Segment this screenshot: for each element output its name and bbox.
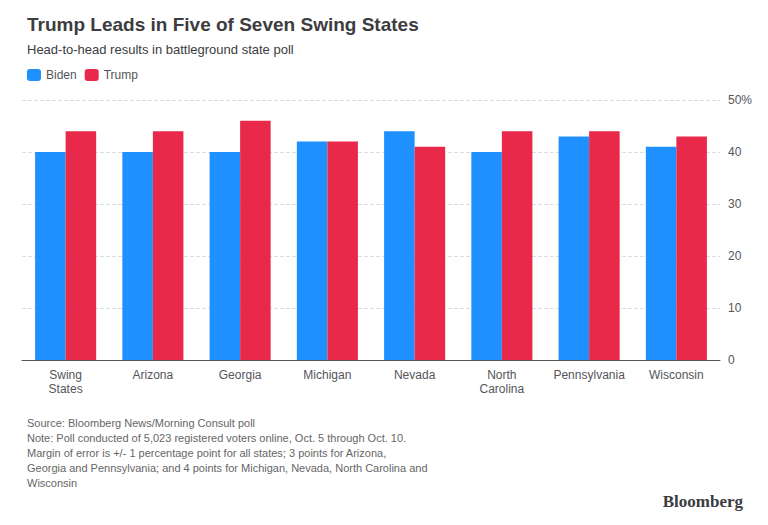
svg-text:Biden: Biden [46, 68, 77, 82]
svg-text:0: 0 [728, 353, 735, 367]
svg-text:Wisconsin: Wisconsin [649, 368, 704, 382]
svg-text:Note: Poll conducted of 5,023: Note: Poll conducted of 5,023 registered… [27, 432, 406, 444]
svg-text:Nevada: Nevada [394, 368, 436, 382]
svg-text:Michigan: Michigan [303, 368, 351, 382]
svg-text:States: States [49, 382, 83, 396]
svg-text:50%: 50% [728, 93, 752, 107]
svg-text:Swing: Swing [49, 368, 82, 382]
svg-text:Margin of error is +/- 1 perce: Margin of error is +/- 1 percentage poin… [27, 447, 386, 459]
svg-text:Head-to-head results in battle: Head-to-head results in battleground sta… [27, 42, 294, 57]
svg-text:20: 20 [728, 249, 742, 263]
svg-text:10: 10 [728, 301, 742, 315]
svg-text:Carolina: Carolina [480, 382, 525, 396]
svg-text:Source: Bloomberg News/Morning: Source: Bloomberg News/Morning Consult p… [27, 417, 255, 429]
svg-text:Georgia: Georgia [219, 368, 262, 382]
svg-text:Bloomberg: Bloomberg [663, 492, 744, 511]
svg-text:40: 40 [728, 145, 742, 159]
svg-text:Arizona: Arizona [133, 368, 174, 382]
svg-text:Georgia and Pennsylvania; and: Georgia and Pennsylvania; and 4 points f… [27, 462, 428, 474]
svg-text:North: North [487, 368, 516, 382]
svg-text:Pennsylvania: Pennsylvania [553, 368, 625, 382]
svg-text:Wisconsin: Wisconsin [27, 477, 77, 489]
svg-text:30: 30 [728, 197, 742, 211]
svg-text:Trump Leads in Five of Seven S: Trump Leads in Five of Seven Swing State… [27, 14, 419, 35]
svg-text:Trump: Trump [104, 68, 139, 82]
